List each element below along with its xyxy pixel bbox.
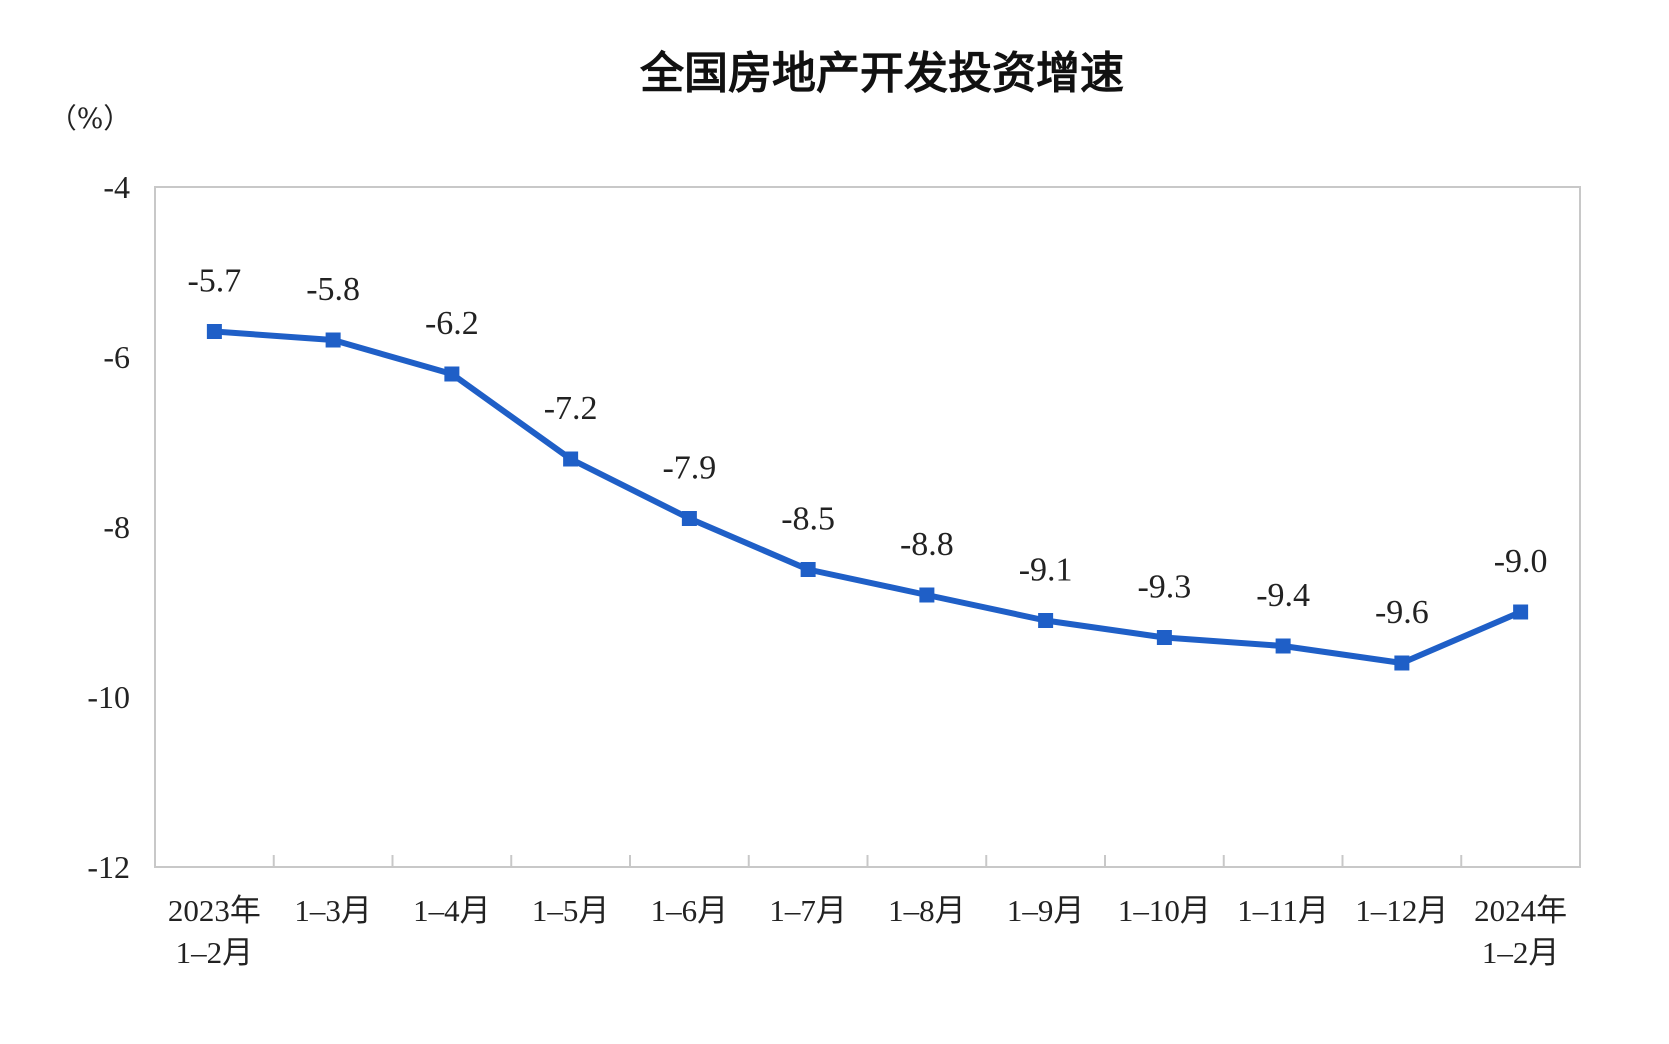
x-axis-ticks [272, 855, 1463, 867]
x-axis-labels: 2023年 1–2月 1–3月 1–4月 1–5月 1–6月 1–7月 1–8月 1–9月 1–1… [168, 893, 1567, 970]
series-line [211, 328, 1524, 666]
data-point-marker [444, 366, 460, 382]
data-point-marker [1038, 613, 1054, 628]
x-tick-label: 1–2月 [1482, 935, 1560, 970]
data-point-marker [1156, 630, 1172, 645]
x-tick-label: 1–6月 [651, 893, 729, 928]
y-tick-label: -12 [87, 849, 130, 885]
x-tick-label: 1–10月 [1118, 893, 1211, 928]
x-tick-label: 1–9月 [1007, 893, 1085, 928]
y-tick-label: -4 [103, 169, 130, 205]
y-axis-unit-label: （%） [49, 102, 132, 135]
y-tick-label: -6 [103, 339, 130, 375]
data-point-marker [1513, 604, 1529, 620]
y-axis-ticks: -4 -6 -8 -10 -12 [87, 169, 130, 885]
x-tick-label: 1–8月 [888, 893, 966, 928]
x-tick-label: 1–5月 [532, 893, 610, 928]
data-label: -9.3 [1137, 569, 1191, 606]
x-tick-label: 1–12月 [1355, 893, 1448, 928]
data-label: -8.8 [900, 526, 954, 563]
data-label: -5.8 [306, 271, 360, 308]
data-point-marker [563, 451, 579, 467]
plot-area-frame [154, 186, 1581, 868]
x-tick-label: 1–3月 [294, 893, 372, 928]
data-point-marker [1275, 638, 1291, 654]
data-label: -9.0 [1494, 543, 1548, 580]
x-tick-label: 1–7月 [769, 893, 847, 928]
data-label: -9.1 [1019, 552, 1073, 589]
x-tick-label: 1–2月 [176, 935, 254, 970]
data-labels: -5.7 -5.8 -6.2 -7.2 -7.9 -8.5 -8.8 -9.1 -9.3 -9.4… [187, 263, 1547, 632]
data-label: -7.2 [544, 390, 598, 427]
data-label: -8.5 [781, 501, 835, 538]
x-tick-label: 2024年 [1474, 893, 1567, 928]
data-point-marker [325, 332, 341, 348]
data-point-marker [919, 587, 935, 603]
y-tick-label: -10 [87, 679, 130, 715]
x-tick-label: 1–4月 [413, 893, 491, 928]
data-point-marker [800, 562, 816, 577]
data-label: -9.6 [1375, 594, 1429, 631]
data-point-marker [1394, 655, 1410, 671]
data-point-markers [206, 324, 1529, 671]
data-label: -6.2 [425, 305, 479, 342]
data-point-marker [206, 324, 222, 339]
x-tick-label: 1–11月 [1237, 893, 1329, 928]
data-label: -9.4 [1256, 577, 1310, 614]
data-point-marker [681, 511, 697, 526]
chart-title: 全国房地产开发投资增速 [639, 48, 1124, 99]
data-label: -5.7 [187, 263, 241, 300]
data-label: -7.9 [662, 450, 716, 487]
y-tick-label: -8 [103, 509, 130, 545]
x-tick-label: 2023年 [168, 893, 261, 928]
